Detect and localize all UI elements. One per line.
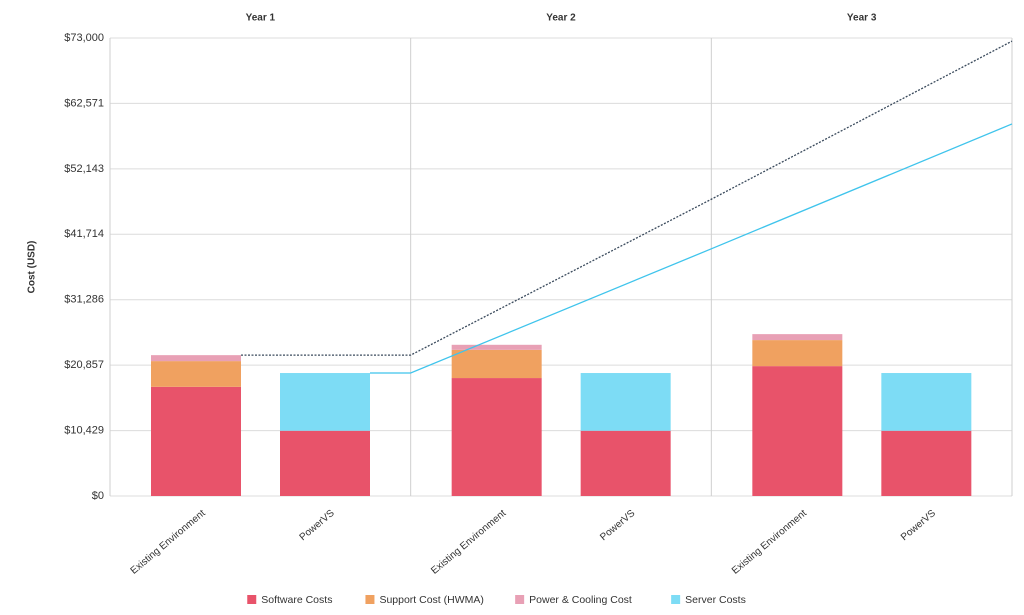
y-tick-label: $52,143	[64, 163, 104, 175]
y-tick-label: $41,714	[64, 228, 104, 240]
x-tick-label: PowerVS	[298, 508, 337, 543]
bar-segment	[451, 378, 542, 496]
bar-segment	[881, 430, 972, 496]
x-tick-label: Existing Environment	[429, 508, 508, 577]
bar-segment	[752, 366, 843, 496]
legend-swatch	[247, 595, 257, 604]
x-tick-label: Existing Environment	[730, 508, 809, 577]
legend-label: Support Cost (HWMA)	[379, 594, 483, 606]
y-tick-label: $73,000	[64, 32, 104, 44]
x-tick-label: PowerVS	[598, 508, 637, 543]
y-tick-label: $10,429	[64, 424, 104, 436]
legend-label: Power & Cooling Cost	[529, 594, 632, 606]
legend-label: Server Costs	[685, 594, 746, 606]
x-tick-label: PowerVS	[899, 508, 938, 543]
group-label: Year 2	[546, 13, 576, 24]
y-tick-label: $31,286	[64, 294, 104, 306]
bar-segment	[280, 430, 370, 496]
bar-segment	[752, 334, 843, 341]
bar-segment	[151, 355, 241, 362]
legend-swatch	[671, 595, 681, 604]
bar-segment	[451, 344, 542, 350]
bar-segment	[151, 361, 241, 387]
y-tick-label: $0	[92, 490, 104, 502]
legend-label: Software Costs	[261, 594, 332, 606]
bar-segment	[580, 373, 671, 431]
y-tick-label: $20,857	[64, 359, 104, 371]
x-tick-label: Existing Environment	[129, 508, 208, 577]
bar-segment	[280, 373, 370, 431]
legend-swatch	[365, 595, 375, 604]
group-label: Year 3	[847, 13, 877, 24]
y-axis-title: Cost (USD)	[27, 241, 38, 294]
group-label: Year 1	[246, 13, 276, 24]
bar-segment	[881, 373, 972, 431]
cumulative-line	[370, 123, 1013, 374]
cumulative-line	[241, 40, 1013, 356]
bar-segment	[151, 386, 241, 496]
bar-segment	[580, 430, 671, 496]
legend-swatch	[515, 595, 525, 604]
y-tick-label: $62,571	[64, 97, 104, 109]
bar-segment	[752, 340, 843, 367]
bar-segment	[451, 349, 542, 379]
